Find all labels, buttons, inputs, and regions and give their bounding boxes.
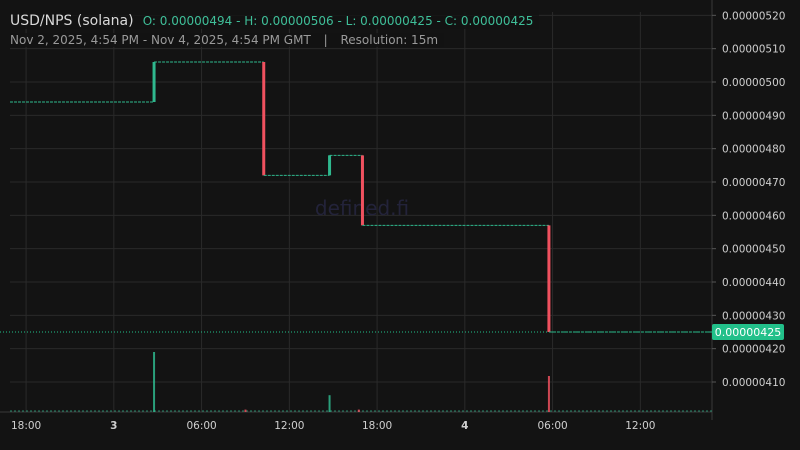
x-tick-label: 06:00	[537, 420, 567, 432]
y-tick-label: 0.00000470	[722, 177, 785, 189]
y-tick-label: 0.00000460	[722, 210, 785, 222]
x-tick-label: 06:00	[186, 420, 216, 432]
ohlc-values: O: 0.00000494 - H: 0.00000506 - L: 0.000…	[142, 14, 534, 28]
volume-bar	[244, 409, 247, 412]
separator: |	[323, 33, 328, 47]
date-range: Nov 2, 2025, 4:54 PM - Nov 4, 2025, 4:54…	[10, 33, 311, 47]
y-tick-label: 0.00000480	[722, 144, 785, 156]
volume-bars	[10, 352, 712, 412]
y-tick-label: 0.00000410	[722, 377, 785, 389]
last-price-label: 0.00000425	[715, 326, 781, 339]
x-tick-label: 18:00	[11, 420, 41, 432]
y-axis: 0.00000520 0.00000510 0.00000500 0.00000490…	[712, 10, 785, 389]
x-tick-label: 12:00	[625, 420, 655, 432]
x-tick-label: 4	[461, 420, 468, 432]
volume-bar	[547, 376, 550, 412]
y-tick-label: 0.00000510	[722, 44, 785, 56]
chart-header: USD/NPS (solana) O: 0.00000494 - H: 0.00…	[10, 10, 540, 29]
y-tick-label: 0.00000440	[722, 277, 785, 289]
chart-subheader: Nov 2, 2025, 4:54 PM - Nov 4, 2025, 4:54…	[10, 33, 445, 47]
last-price-tag	[712, 324, 784, 340]
volume-bar	[153, 352, 156, 412]
volume-bar	[328, 395, 331, 412]
y-tick-label: 0.00000490	[722, 110, 785, 122]
y-tick-label: 0.00000430	[722, 310, 785, 322]
x-tick-label: 3	[110, 420, 117, 432]
last-price-line: 0.00000425	[0, 324, 784, 340]
volume-bar	[357, 409, 360, 412]
x-axis: 18:00 3 06:00 12:00 18:00 4 06:00 12:00	[11, 420, 656, 432]
resolution-label: Resolution: 15m	[340, 33, 439, 47]
x-tick-label: 18:00	[362, 420, 392, 432]
price-series	[10, 61, 712, 333]
x-tick-label: 12:00	[274, 420, 304, 432]
y-tick-label: 0.00000500	[722, 77, 785, 89]
y-tick-label: 0.00000420	[722, 344, 785, 356]
pair-title: USD/NPS (solana)	[10, 13, 134, 29]
y-tick-label: 0.00000450	[722, 244, 785, 256]
y-tick-label: 0.00000520	[722, 10, 785, 22]
